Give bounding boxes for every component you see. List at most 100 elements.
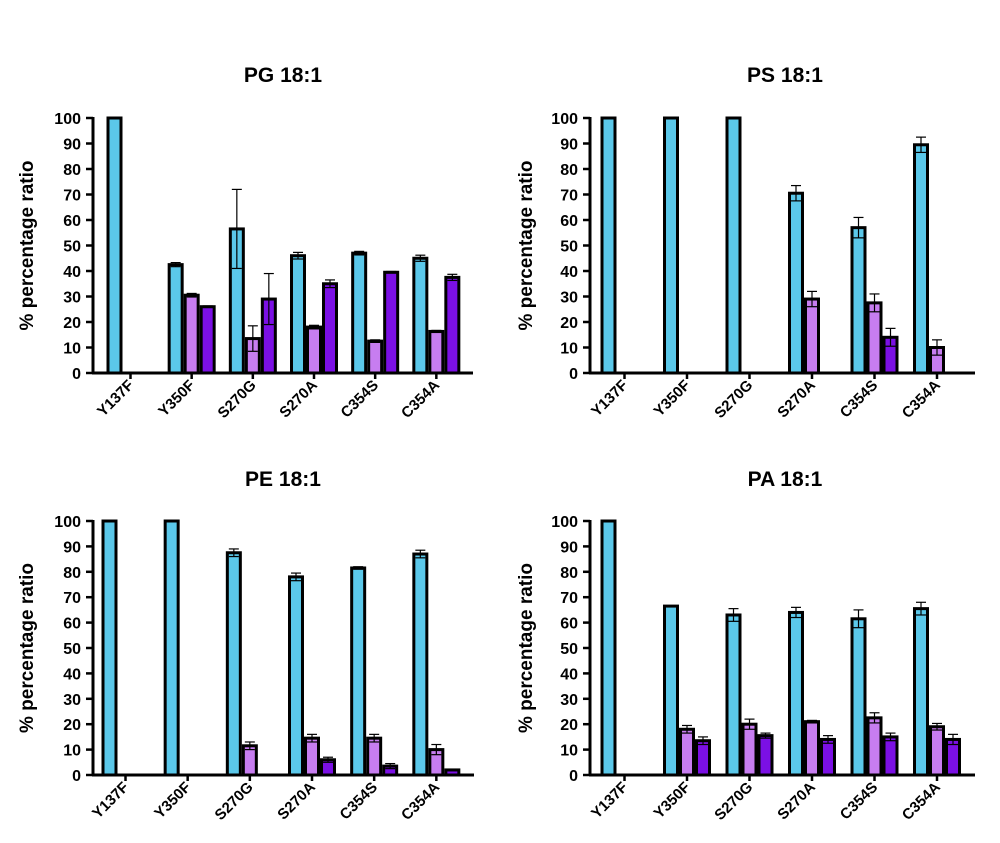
bar-c354s-series-1 — [850, 226, 867, 375]
bar-c354a-series-1 — [913, 607, 929, 777]
bar-y350f-series-3 — [695, 739, 711, 777]
x-tick-label: C354S — [837, 779, 881, 823]
y-tick-label: 40 — [63, 666, 81, 683]
y-tick-label: 80 — [560, 162, 578, 179]
y-tick-label: 30 — [63, 692, 81, 709]
x-tick-label: S270G — [711, 377, 756, 422]
bar-c354s-series-1 — [350, 566, 367, 777]
bar-c354a-series-1 — [412, 256, 429, 375]
bar-c354a-series-2 — [428, 329, 445, 375]
chart-panel-2: PS 18:1 % percentage ratio 0 10 20 30 40 50 60 70… — [516, 64, 975, 422]
bar-y137f-series-1 — [101, 519, 118, 777]
y-tick-label: 60 — [63, 616, 81, 633]
bar-y350f-series-1 — [167, 263, 184, 375]
bar-s270g-series-1 — [725, 116, 742, 375]
bar-c354a-series-1 — [412, 552, 429, 777]
y-tick-label: 10 — [560, 743, 578, 760]
y-tick-label: 20 — [560, 315, 578, 332]
x-tick-label: S270A — [774, 779, 819, 824]
y-tick-label: 90 — [63, 539, 81, 556]
chart-title: PE 18:1 — [245, 468, 321, 491]
y-tick-label: 100 — [551, 514, 578, 531]
bar-c354s-series-3 — [882, 735, 899, 777]
bar-s270a-series-2 — [804, 297, 820, 375]
chart-title: PG 18:1 — [244, 64, 323, 87]
x-tick-label: C354S — [837, 377, 881, 421]
bar-s270a-series-1 — [788, 191, 804, 375]
y-tick-label: 80 — [63, 565, 81, 582]
x-tick-label: Y350F — [155, 377, 198, 420]
y-tick-label: 20 — [63, 717, 81, 734]
y-tick-label: 90 — [560, 137, 578, 154]
x-tick-label: Y137F — [94, 377, 137, 420]
bar-c354a-series-2 — [929, 725, 945, 777]
y-tick-label: 70 — [63, 188, 81, 205]
bar-s270a-series-1 — [788, 610, 804, 777]
x-tick-label: S270A — [274, 779, 319, 824]
y-tick-label: 0 — [569, 768, 578, 785]
x-tick-label: C354A — [899, 779, 944, 824]
y-tick-label: 10 — [63, 341, 81, 358]
x-tick-label: S270G — [212, 779, 257, 824]
x-tick-label: C354S — [338, 377, 382, 421]
y-tick-label: 90 — [560, 539, 578, 556]
bar-s270g-series-2 — [741, 722, 758, 777]
bar-s270a-series-2 — [306, 325, 322, 375]
bar-y350f-series-1 — [663, 116, 679, 375]
bar-y350f-series-1 — [163, 519, 180, 777]
bar-c354s-series-2 — [366, 736, 383, 777]
bar-s270g-series-1 — [225, 551, 242, 777]
bar-c354s-series-3 — [383, 270, 400, 375]
y-tick-label: 70 — [63, 590, 81, 607]
x-tick-label: Y137F — [89, 779, 132, 822]
y-tick-label: 50 — [560, 239, 578, 256]
y-tick-label: 10 — [63, 743, 81, 760]
bar-s270a-series-3 — [820, 737, 836, 777]
bar-c354s-series-2 — [367, 339, 384, 375]
y-tick-label: 30 — [560, 692, 578, 709]
bar-s270a-series-3 — [322, 282, 338, 375]
x-tick-label: S270G — [711, 779, 756, 824]
y-tick-label: 60 — [560, 616, 578, 633]
y-axis-title: % percentage ratio — [17, 563, 38, 733]
bar-c354s-series-1 — [351, 251, 368, 375]
x-tick-label: Y350F — [651, 377, 694, 420]
bar-c354a-series-1 — [913, 143, 929, 375]
x-tick-label: Y350F — [651, 779, 694, 822]
x-tick-label: C354A — [398, 377, 443, 422]
x-tick-label: S270G — [215, 377, 260, 422]
y-tick-label: 50 — [63, 239, 81, 256]
chart-panel-1: PG 18:1 % percentage ratio 0 10 20 30 40 50 60 70… — [17, 64, 473, 422]
y-axis-title: % percentage ratio — [17, 161, 38, 331]
bar-y350f-series-2 — [183, 293, 200, 375]
bar-y137f-series-1 — [600, 519, 617, 777]
y-tick-label: 70 — [560, 590, 578, 607]
x-tick-label: S270A — [774, 377, 819, 422]
bar-y350f-series-2 — [679, 727, 695, 777]
bar-s270a-series-1 — [290, 254, 306, 375]
bar-s270g-series-3 — [757, 734, 774, 777]
y-tick-label: 60 — [560, 213, 578, 230]
y-tick-label: 100 — [54, 111, 81, 128]
chart-panel-4: PA 18:1 % percentage ratio 0 10 20 30 40 50 60 70… — [516, 468, 975, 824]
bar-c354s-series-1 — [850, 617, 867, 777]
chart-title: PA 18:1 — [748, 468, 823, 491]
bar-s270a-series-2 — [304, 736, 320, 777]
x-tick-label: S270A — [276, 377, 321, 422]
y-tick-label: 50 — [63, 641, 81, 658]
y-tick-label: 70 — [560, 188, 578, 205]
y-axis-title: % percentage ratio — [516, 563, 537, 733]
y-tick-label: 50 — [560, 641, 578, 658]
y-tick-label: 60 — [63, 213, 81, 230]
bar-c354s-series-2 — [866, 301, 883, 375]
y-tick-label: 40 — [63, 264, 81, 281]
y-tick-label: 30 — [63, 290, 81, 307]
x-tick-label: C354A — [899, 377, 944, 422]
y-tick-label: 100 — [54, 514, 81, 531]
bar-s270a-series-1 — [288, 575, 304, 777]
y-tick-label: 10 — [560, 341, 578, 358]
bar-y350f-series-3 — [199, 305, 216, 375]
y-tick-label: 90 — [63, 137, 81, 154]
y-tick-label: 80 — [63, 162, 81, 179]
